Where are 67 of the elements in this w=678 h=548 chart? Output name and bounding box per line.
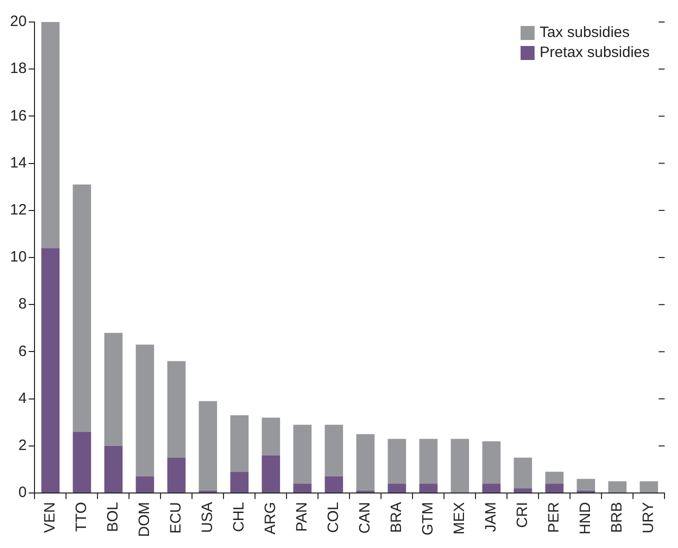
legend-label: Pretax subsidies	[540, 44, 650, 62]
x-tick-label: ARG	[262, 502, 280, 535]
bar	[576, 478, 596, 491]
x-tick-label: URY	[640, 502, 658, 534]
bar	[104, 332, 123, 446]
x-tick-label: USA	[199, 502, 216, 533]
legend-label: Tax subsidies	[540, 24, 630, 42]
bar	[419, 438, 438, 484]
bar	[72, 184, 92, 432]
bar	[293, 424, 312, 484]
x-tick-label: ECU	[168, 502, 185, 534]
x-tick-label: TTO	[73, 502, 90, 532]
y-tick-label: 6	[18, 342, 27, 360]
y-tick-label: 12	[10, 202, 27, 219]
y-tick-label: 10	[10, 248, 27, 266]
x-tick-label: PAN	[294, 502, 311, 532]
x-tick-label: COL	[325, 502, 342, 533]
bar	[136, 476, 154, 493]
x-tick-label: GTM	[420, 502, 437, 536]
y-tick-label: 18	[10, 60, 27, 78]
bar	[482, 484, 501, 493]
bar	[41, 22, 60, 248]
bar	[230, 415, 249, 472]
bar	[545, 484, 564, 493]
x-tick-label: BOL	[104, 502, 122, 532]
x-tick-label: BRA	[388, 502, 406, 533]
x-tick-label: VEN	[42, 502, 59, 533]
bar	[198, 401, 218, 491]
bar	[324, 424, 344, 477]
bar	[514, 488, 532, 493]
bar	[136, 344, 154, 477]
bar	[262, 455, 280, 493]
bar	[419, 484, 438, 493]
bar	[262, 418, 280, 456]
x-tick-label: DOM	[136, 502, 154, 538]
bar	[545, 472, 564, 484]
bar	[72, 432, 92, 493]
x-tick-label: HND	[577, 502, 594, 535]
bar	[450, 438, 470, 493]
bar	[640, 481, 658, 493]
bar	[324, 476, 344, 493]
x-tick-label: PER	[546, 502, 563, 533]
y-tick-label: 16	[10, 107, 27, 124]
x-tick-label: JAM	[482, 502, 500, 532]
x-tick-label: CHL	[230, 502, 248, 532]
bar	[388, 438, 406, 484]
bar	[608, 481, 627, 493]
x-tick-label: CAN	[356, 502, 374, 534]
y-tick-label: 20	[10, 13, 27, 30]
bar	[293, 484, 312, 493]
bar	[514, 458, 532, 488]
y-tick-label: 14	[10, 154, 27, 172]
y-tick-label: 0	[18, 484, 27, 502]
y-tick-label: 2	[18, 437, 27, 454]
bar	[167, 458, 186, 493]
y-tick-label: 8	[18, 296, 27, 313]
bar	[482, 441, 501, 484]
x-tick-label: CRI	[514, 502, 532, 528]
bar	[230, 472, 249, 493]
bar	[356, 434, 375, 491]
x-tick-label: MEX	[451, 502, 468, 535]
bar	[167, 361, 186, 458]
bar	[104, 446, 123, 493]
bar	[41, 248, 60, 493]
y-tick-label: 4	[18, 390, 27, 407]
x-tick-label: BRB	[608, 502, 626, 533]
bar	[388, 484, 406, 493]
